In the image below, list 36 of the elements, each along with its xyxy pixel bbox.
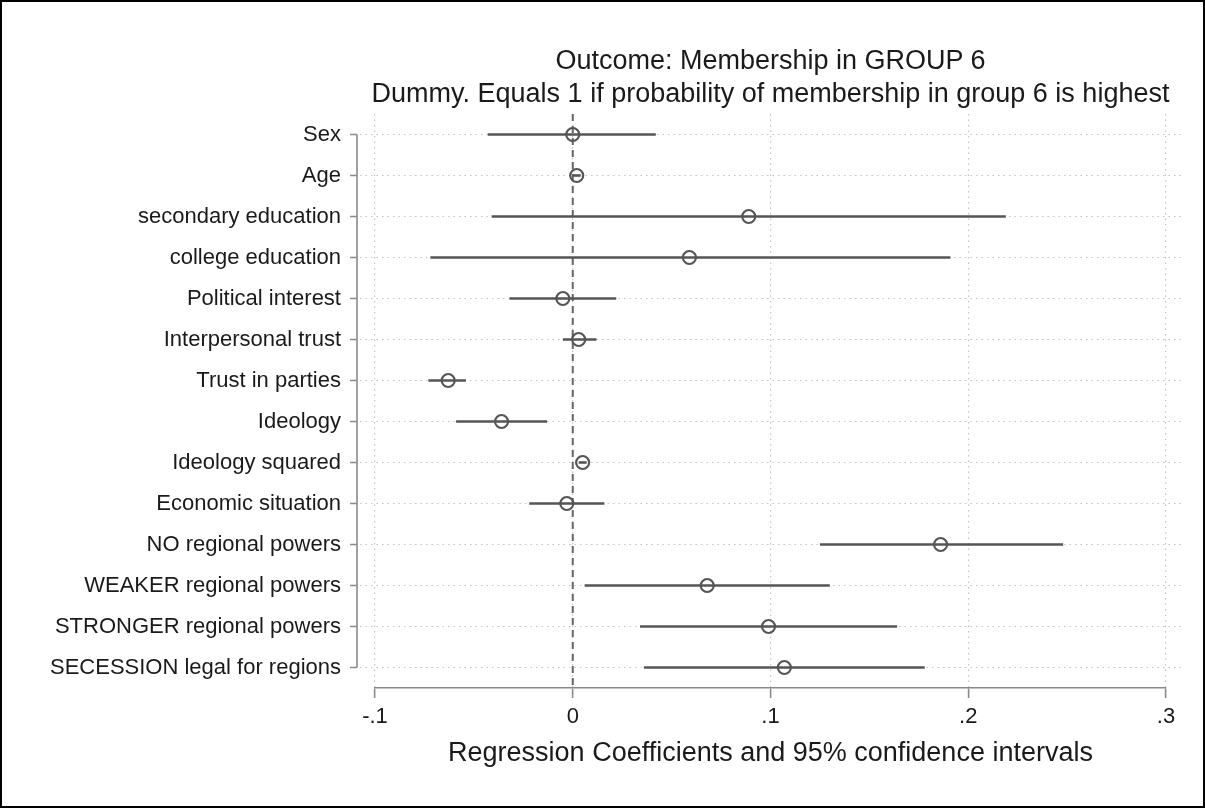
y-tick-label: Interpersonal trust: [163, 325, 341, 351]
y-tick-label: secondary education: [137, 202, 341, 228]
chart-title: Outcome: Membership in GROUP 6: [555, 45, 986, 76]
x-tick-label: -.1: [362, 703, 388, 729]
point: [932, 536, 949, 553]
y-tick-label: Ideology: [257, 407, 341, 433]
point: [569, 167, 585, 184]
y-tick-label: Economic situation: [156, 489, 341, 515]
point: [681, 249, 698, 266]
y-tick-label: NO regional powers: [146, 530, 341, 556]
y-tick-label: Sex: [303, 120, 341, 146]
y-tick-label: Trust in parties: [196, 366, 341, 392]
point: [559, 495, 575, 512]
point: [741, 208, 757, 225]
x-tick-label: .2: [959, 703, 978, 729]
y-tick-label: college education: [169, 243, 341, 269]
point: [440, 372, 456, 389]
x-axis-title: Regression Coefficients and 95% confidence intervals: [448, 737, 1093, 768]
point: [555, 290, 571, 307]
x-tick-label: 0: [566, 703, 579, 729]
y-tick-label: SECESSION legal for regions: [49, 653, 341, 679]
x-tick-label: .3: [1156, 703, 1176, 729]
x-tick-label: .1: [761, 703, 780, 729]
y-tick-label: Ideology squared: [172, 448, 341, 474]
y-tick-label: Political interest: [186, 284, 341, 310]
point: [575, 454, 591, 471]
point: [760, 618, 777, 635]
y-tick-label: Age: [301, 161, 341, 187]
point: [699, 577, 715, 594]
point: [776, 659, 792, 676]
y-tick-label: STRONGER regional powers: [54, 612, 341, 638]
chart-subtitle: Dummy. Equals 1 if probability of membership in group 6 is highest: [371, 78, 1170, 109]
point: [493, 413, 510, 430]
point: [571, 331, 587, 348]
y-tick-label: WEAKER regional powers: [84, 571, 341, 597]
point: [565, 126, 581, 143]
